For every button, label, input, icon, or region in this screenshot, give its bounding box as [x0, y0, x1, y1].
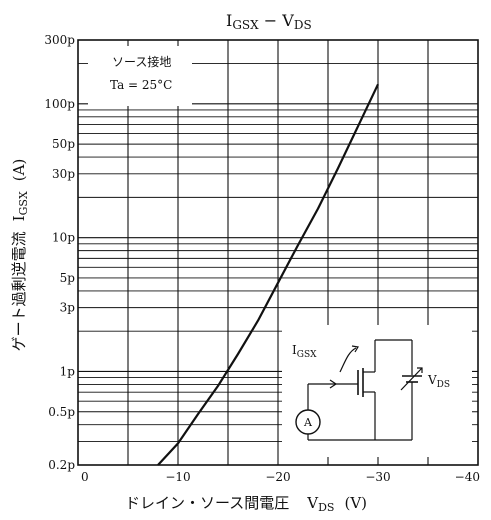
y-axis-label: ゲート過剰逆電流IGSX(A) [10, 159, 30, 352]
y-tick-labels: 300p 100p 50p 30p 10p 5p 3p 1p 0.5p 0.2p [44, 33, 75, 472]
x-tick-label: −30 [365, 470, 390, 484]
x-tick-label: −40 [455, 470, 480, 484]
svg-text:ゲート過剰逆電流IGSX(A): ゲート過剰逆電流IGSX(A) [10, 159, 30, 352]
ammeter-label: A [303, 416, 313, 429]
y-tick-label: 50p [52, 137, 75, 151]
y-label-jp: ゲート過剰逆電流 [10, 231, 28, 351]
y-tick-label: 0.5p [48, 405, 75, 419]
x-label-jp: ドレイン・ソース間電圧 [125, 494, 289, 512]
y-tick-label: 3p [60, 301, 76, 315]
test-circuit-inset: IGSX A VDS [282, 325, 472, 457]
y-tick-label: 10p [52, 231, 75, 245]
x-label-sym: V [306, 494, 319, 512]
x-tick-label: 0 [81, 470, 89, 484]
y-tick-label: 100p [44, 97, 75, 111]
y-tick-label: 0.2p [48, 458, 75, 472]
x-tick-labels: 0 −10 −20 −30 −40 [81, 470, 480, 484]
series-line [157, 83, 379, 466]
inset-vds-label: VDS [427, 373, 450, 390]
annotation-box [88, 46, 192, 106]
chart-title: IGSX − VDS [226, 11, 312, 32]
grid [78, 39, 478, 466]
y-tick-label: 300p [44, 33, 75, 47]
y-tick-label: 5p [60, 271, 76, 285]
y-tick-label: 30p [52, 167, 75, 181]
current-arrow-icon [339, 347, 357, 373]
curve-group [157, 83, 379, 466]
x-tick-label: −10 [165, 470, 190, 484]
inset-igsx-label: IGSX [292, 343, 317, 360]
x-axis-label: ドレイン・ソース間電圧 VDS (V) [125, 494, 367, 514]
plot-frame [77, 39, 479, 466]
annotation-ground: ソース接地 [112, 54, 171, 69]
x-tick-label: −20 [265, 470, 290, 484]
annotation-temp: Ta = 25°C [110, 78, 172, 92]
y-tick-label: 1p [60, 364, 76, 378]
y-label-sym: I [10, 215, 28, 221]
